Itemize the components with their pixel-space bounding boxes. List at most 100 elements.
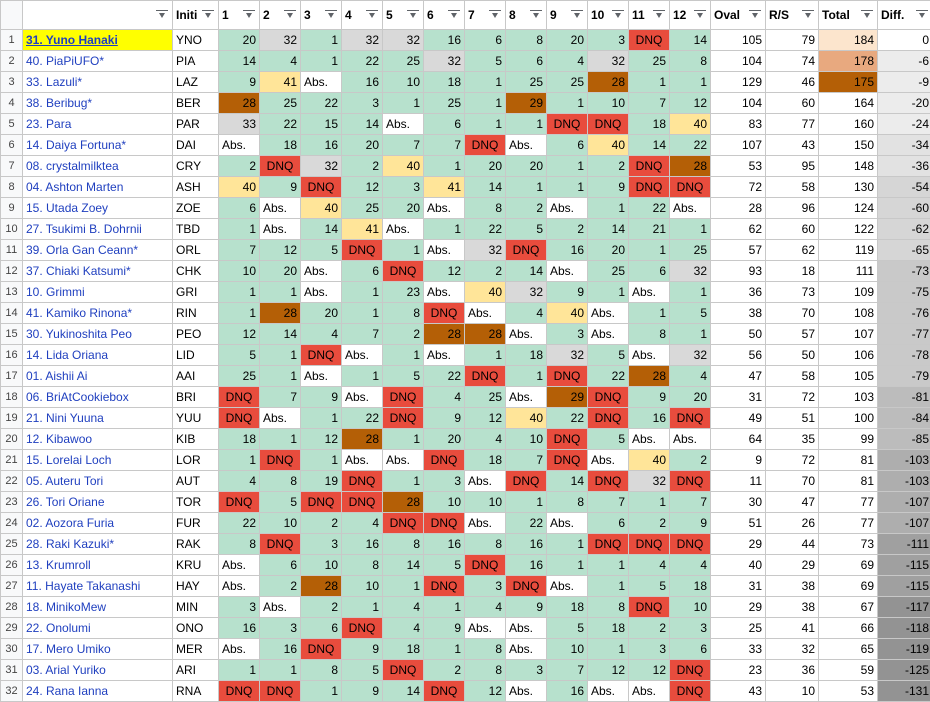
player-name[interactable]: 27. Tsukimi B. Dohrnii: [23, 219, 173, 240]
round-score: 28: [301, 576, 342, 597]
round-score: DNQ: [506, 576, 547, 597]
round-score: 2: [301, 597, 342, 618]
player-name[interactable]: 14. Daiya Fortuna*: [23, 135, 173, 156]
total-score: 108: [819, 303, 878, 324]
filter-icon[interactable]: [571, 9, 583, 21]
column-header[interactable]: Total: [819, 1, 878, 30]
column-header[interactable]: 8: [506, 1, 547, 30]
player-name[interactable]: 40. PiaPiUFO*: [23, 51, 173, 72]
round-score: 20: [342, 135, 383, 156]
column-header[interactable]: 9: [547, 1, 588, 30]
player-name[interactable]: 38. Beribug*: [23, 93, 173, 114]
filter-icon[interactable]: [861, 9, 873, 21]
player-name[interactable]: 11. Hayate Takanashi: [23, 576, 173, 597]
player-name[interactable]: 41. Kamiko Rinona*: [23, 303, 173, 324]
diff-value: -84: [878, 408, 930, 429]
filter-icon[interactable]: [530, 9, 542, 21]
player-name[interactable]: 15. Lorelai Loch: [23, 450, 173, 471]
player-name[interactable]: 17. Mero Umiko: [23, 639, 173, 660]
filter-icon[interactable]: [489, 9, 501, 21]
player-initials: FUR: [173, 513, 219, 534]
column-header[interactable]: 3: [301, 1, 342, 30]
column-header[interactable]: 2: [260, 1, 301, 30]
column-header[interactable]: 11: [629, 1, 670, 30]
total-score: 100: [819, 408, 878, 429]
filter-icon[interactable]: [916, 9, 928, 21]
round-score: 2: [424, 660, 465, 681]
player-name[interactable]: 22. Onolumi: [23, 618, 173, 639]
round-score: 6: [588, 513, 629, 534]
column-header[interactable]: 10: [588, 1, 629, 30]
player-name[interactable]: 33. Lazuli*: [23, 72, 173, 93]
player-name[interactable]: 30. Yukinoshita Peo: [23, 324, 173, 345]
filter-icon[interactable]: [284, 9, 296, 21]
filter-icon[interactable]: [448, 9, 460, 21]
player-name[interactable]: 31. Yuno Hanaki: [23, 30, 173, 51]
filter-icon[interactable]: [325, 9, 337, 21]
player-name[interactable]: 06. BriAtCookiebox: [23, 387, 173, 408]
round-score: 22: [342, 51, 383, 72]
filter-icon[interactable]: [749, 9, 761, 21]
filter-icon[interactable]: [366, 9, 378, 21]
filter-icon[interactable]: [694, 9, 706, 21]
player-name[interactable]: 12. Kibawoo: [23, 429, 173, 450]
filter-icon[interactable]: [156, 9, 168, 21]
round-score: 14: [342, 114, 383, 135]
filter-icon[interactable]: [202, 9, 214, 21]
player-name[interactable]: 01. Aishii Ai: [23, 366, 173, 387]
player-name[interactable]: 18. MinikoMew: [23, 597, 173, 618]
player-name[interactable]: 04. Ashton Marten: [23, 177, 173, 198]
player-initials: TOR: [173, 492, 219, 513]
round-score: 20: [260, 261, 301, 282]
round-score: 1: [629, 303, 670, 324]
player-name[interactable]: 26. Tori Oriane: [23, 492, 173, 513]
player-name[interactable]: 08. crystalmilktea: [23, 156, 173, 177]
column-header[interactable]: 4: [342, 1, 383, 30]
round-score: 40: [506, 408, 547, 429]
column-header[interactable]: 6: [424, 1, 465, 30]
filter-icon[interactable]: [653, 9, 665, 21]
player-name[interactable]: 14. Lida Oriana: [23, 345, 173, 366]
player-name[interactable]: 39. Orla Gan Ceann*: [23, 240, 173, 261]
filter-icon[interactable]: [243, 9, 255, 21]
round-score: 1: [424, 597, 465, 618]
oval-score: 29: [711, 534, 766, 555]
column-header[interactable]: Initi: [173, 1, 219, 30]
filter-icon[interactable]: [802, 9, 814, 21]
round-score: DNQ: [424, 303, 465, 324]
player-initials: MIN: [173, 597, 219, 618]
round-score: 1: [260, 429, 301, 450]
player-name[interactable]: 21. Nini Yuuna: [23, 408, 173, 429]
player-name[interactable]: 24. Rana Ianna: [23, 681, 173, 702]
column-header[interactable]: 12: [670, 1, 711, 30]
round-score: 9: [506, 597, 547, 618]
player-name[interactable]: 13. Krumroll: [23, 555, 173, 576]
round-score: 25: [260, 93, 301, 114]
player-name[interactable]: 23. Para: [23, 114, 173, 135]
column-header[interactable]: R/S: [766, 1, 819, 30]
column-header[interactable]: 7: [465, 1, 506, 30]
player-name[interactable]: 15. Utada Zoey: [23, 198, 173, 219]
player-name[interactable]: 03. Arial Yuriko: [23, 660, 173, 681]
round-score: 40: [383, 156, 424, 177]
player-name[interactable]: 05. Auteru Tori: [23, 471, 173, 492]
player-name[interactable]: 10. Grimmi: [23, 282, 173, 303]
column-header[interactable]: [23, 1, 173, 30]
round-score: Abs.: [465, 303, 506, 324]
round-score: 4: [629, 555, 670, 576]
column-header[interactable]: Diff.: [878, 1, 930, 30]
round-score: 22: [342, 408, 383, 429]
corner-cell: [1, 1, 23, 30]
round-score: 5: [219, 345, 260, 366]
column-header[interactable]: 5: [383, 1, 424, 30]
filter-icon[interactable]: [407, 9, 419, 21]
player-initials: ONO: [173, 618, 219, 639]
player-name[interactable]: 28. Raki Kazuki*: [23, 534, 173, 555]
filter-icon[interactable]: [612, 9, 624, 21]
column-header[interactable]: 1: [219, 1, 260, 30]
player-name[interactable]: 37. Chiaki Katsumi*: [23, 261, 173, 282]
player-name[interactable]: 02. Aozora Furia: [23, 513, 173, 534]
column-header[interactable]: Oval: [711, 1, 766, 30]
